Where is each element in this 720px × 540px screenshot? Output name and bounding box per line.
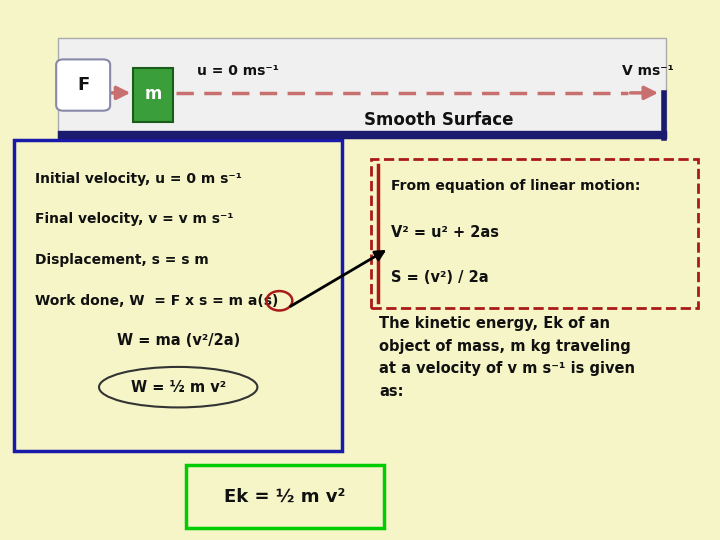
Text: W = ma (v²/2a): W = ma (v²/2a) [117,333,240,348]
Text: m: m [144,85,162,104]
FancyBboxPatch shape [58,38,666,138]
Text: V² = u² + 2as: V² = u² + 2as [391,225,499,240]
FancyBboxPatch shape [371,159,698,308]
FancyBboxPatch shape [14,140,342,451]
Text: Smooth Surface: Smooth Surface [364,111,514,129]
Text: F: F [77,76,89,94]
FancyBboxPatch shape [133,68,173,122]
Text: S = (v²) / 2a: S = (v²) / 2a [391,269,489,285]
Text: Initial velocity, u = 0 m s⁻¹: Initial velocity, u = 0 m s⁻¹ [35,172,241,186]
Text: Displacement, s = s m: Displacement, s = s m [35,253,208,267]
Text: From equation of linear motion:: From equation of linear motion: [391,179,640,193]
Text: V ms⁻¹: V ms⁻¹ [622,64,674,78]
Text: u = 0 ms⁻¹: u = 0 ms⁻¹ [197,64,279,78]
Text: Ek = ½ m v²: Ek = ½ m v² [224,488,346,506]
Text: The kinetic energy, Ek of an
object of mass, m kg traveling
at a velocity of v m: The kinetic energy, Ek of an object of m… [379,316,636,399]
Text: Final velocity, v = v m s⁻¹: Final velocity, v = v m s⁻¹ [35,212,233,226]
FancyBboxPatch shape [186,465,384,528]
Text: Work done, W  = F x s = m a(s): Work done, W = F x s = m a(s) [35,294,278,308]
Ellipse shape [99,367,258,407]
Text: W = ½ m v²: W = ½ m v² [130,380,226,395]
FancyBboxPatch shape [56,59,110,111]
